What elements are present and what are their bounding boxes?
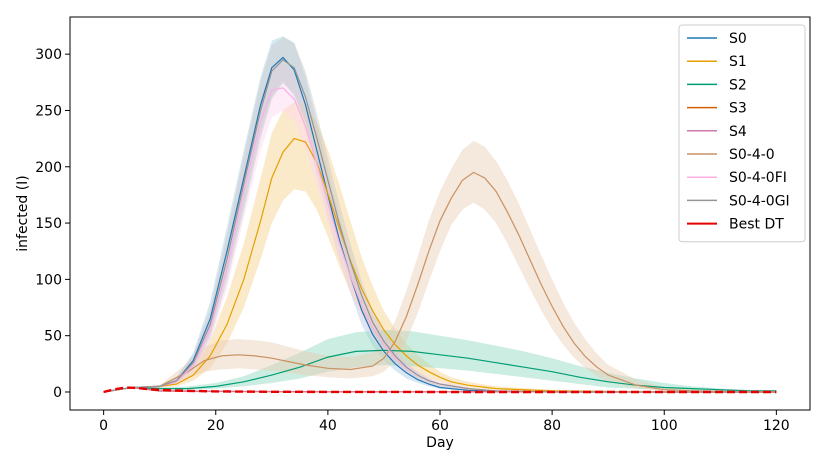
x-tick-label: 100: [651, 418, 678, 434]
legend-label-s0: S0: [729, 31, 747, 47]
series-line-s2: [103, 349, 777, 393]
series-line-best-dt: [103, 386, 777, 394]
y-tick-label: 0: [53, 385, 62, 401]
y-tick-label: 200: [35, 160, 62, 176]
legend-label-s4: S4: [729, 124, 747, 140]
series-line-s0-4-0gi: [103, 59, 777, 393]
x-tick-label: 20: [207, 418, 225, 434]
legend-label-s0-4-0fi: S0-4-0FI: [729, 170, 787, 186]
band-s1: [103, 101, 777, 392]
y-tick-label: 250: [35, 103, 62, 119]
band-s0: [103, 36, 777, 392]
y-tick-label: 50: [44, 329, 62, 345]
y-axis-label: infected (I): [15, 175, 31, 252]
legend-label-s2: S2: [729, 77, 747, 93]
y-tick-label: 100: [35, 272, 62, 288]
y-tick-label: 300: [35, 47, 62, 63]
legend-label-best-dt: Best DT: [729, 217, 784, 233]
x-tick-label: 40: [319, 418, 337, 434]
band-s0-4-0fi: [103, 63, 777, 392]
legend-box: [678, 24, 806, 243]
legend-label-s1: S1: [729, 54, 747, 70]
legend-label-s0-4-0gi: S0-4-0GI: [729, 193, 790, 209]
x-tick-label: 120: [763, 418, 790, 434]
legend-label-s3: S3: [729, 101, 747, 117]
y-tick-label: 150: [35, 216, 62, 232]
legend-label-s0-4-0: S0-4-0: [729, 147, 775, 163]
band-s2: [103, 330, 777, 392]
legend: S0 S1 S2 S3 S4 S0-4-0 S0-4-0FI S0-4-0GI Best DT: [678, 24, 806, 243]
x-axis-label: Day: [426, 435, 454, 451]
x-axis-ticks: 0 20 40 60 80 100 120: [99, 410, 790, 434]
x-tick-label: 60: [431, 418, 449, 434]
y-axis-ticks: 0 50 100 150 200 250 300: [35, 47, 70, 401]
series-line-s1: [103, 137, 777, 393]
series-lines: [103, 56, 777, 394]
x-tick-label: 80: [543, 418, 561, 434]
series-line-s0-4-0: [103, 171, 777, 393]
x-tick-label: 0: [99, 418, 108, 434]
series-line-s0: [103, 56, 777, 393]
